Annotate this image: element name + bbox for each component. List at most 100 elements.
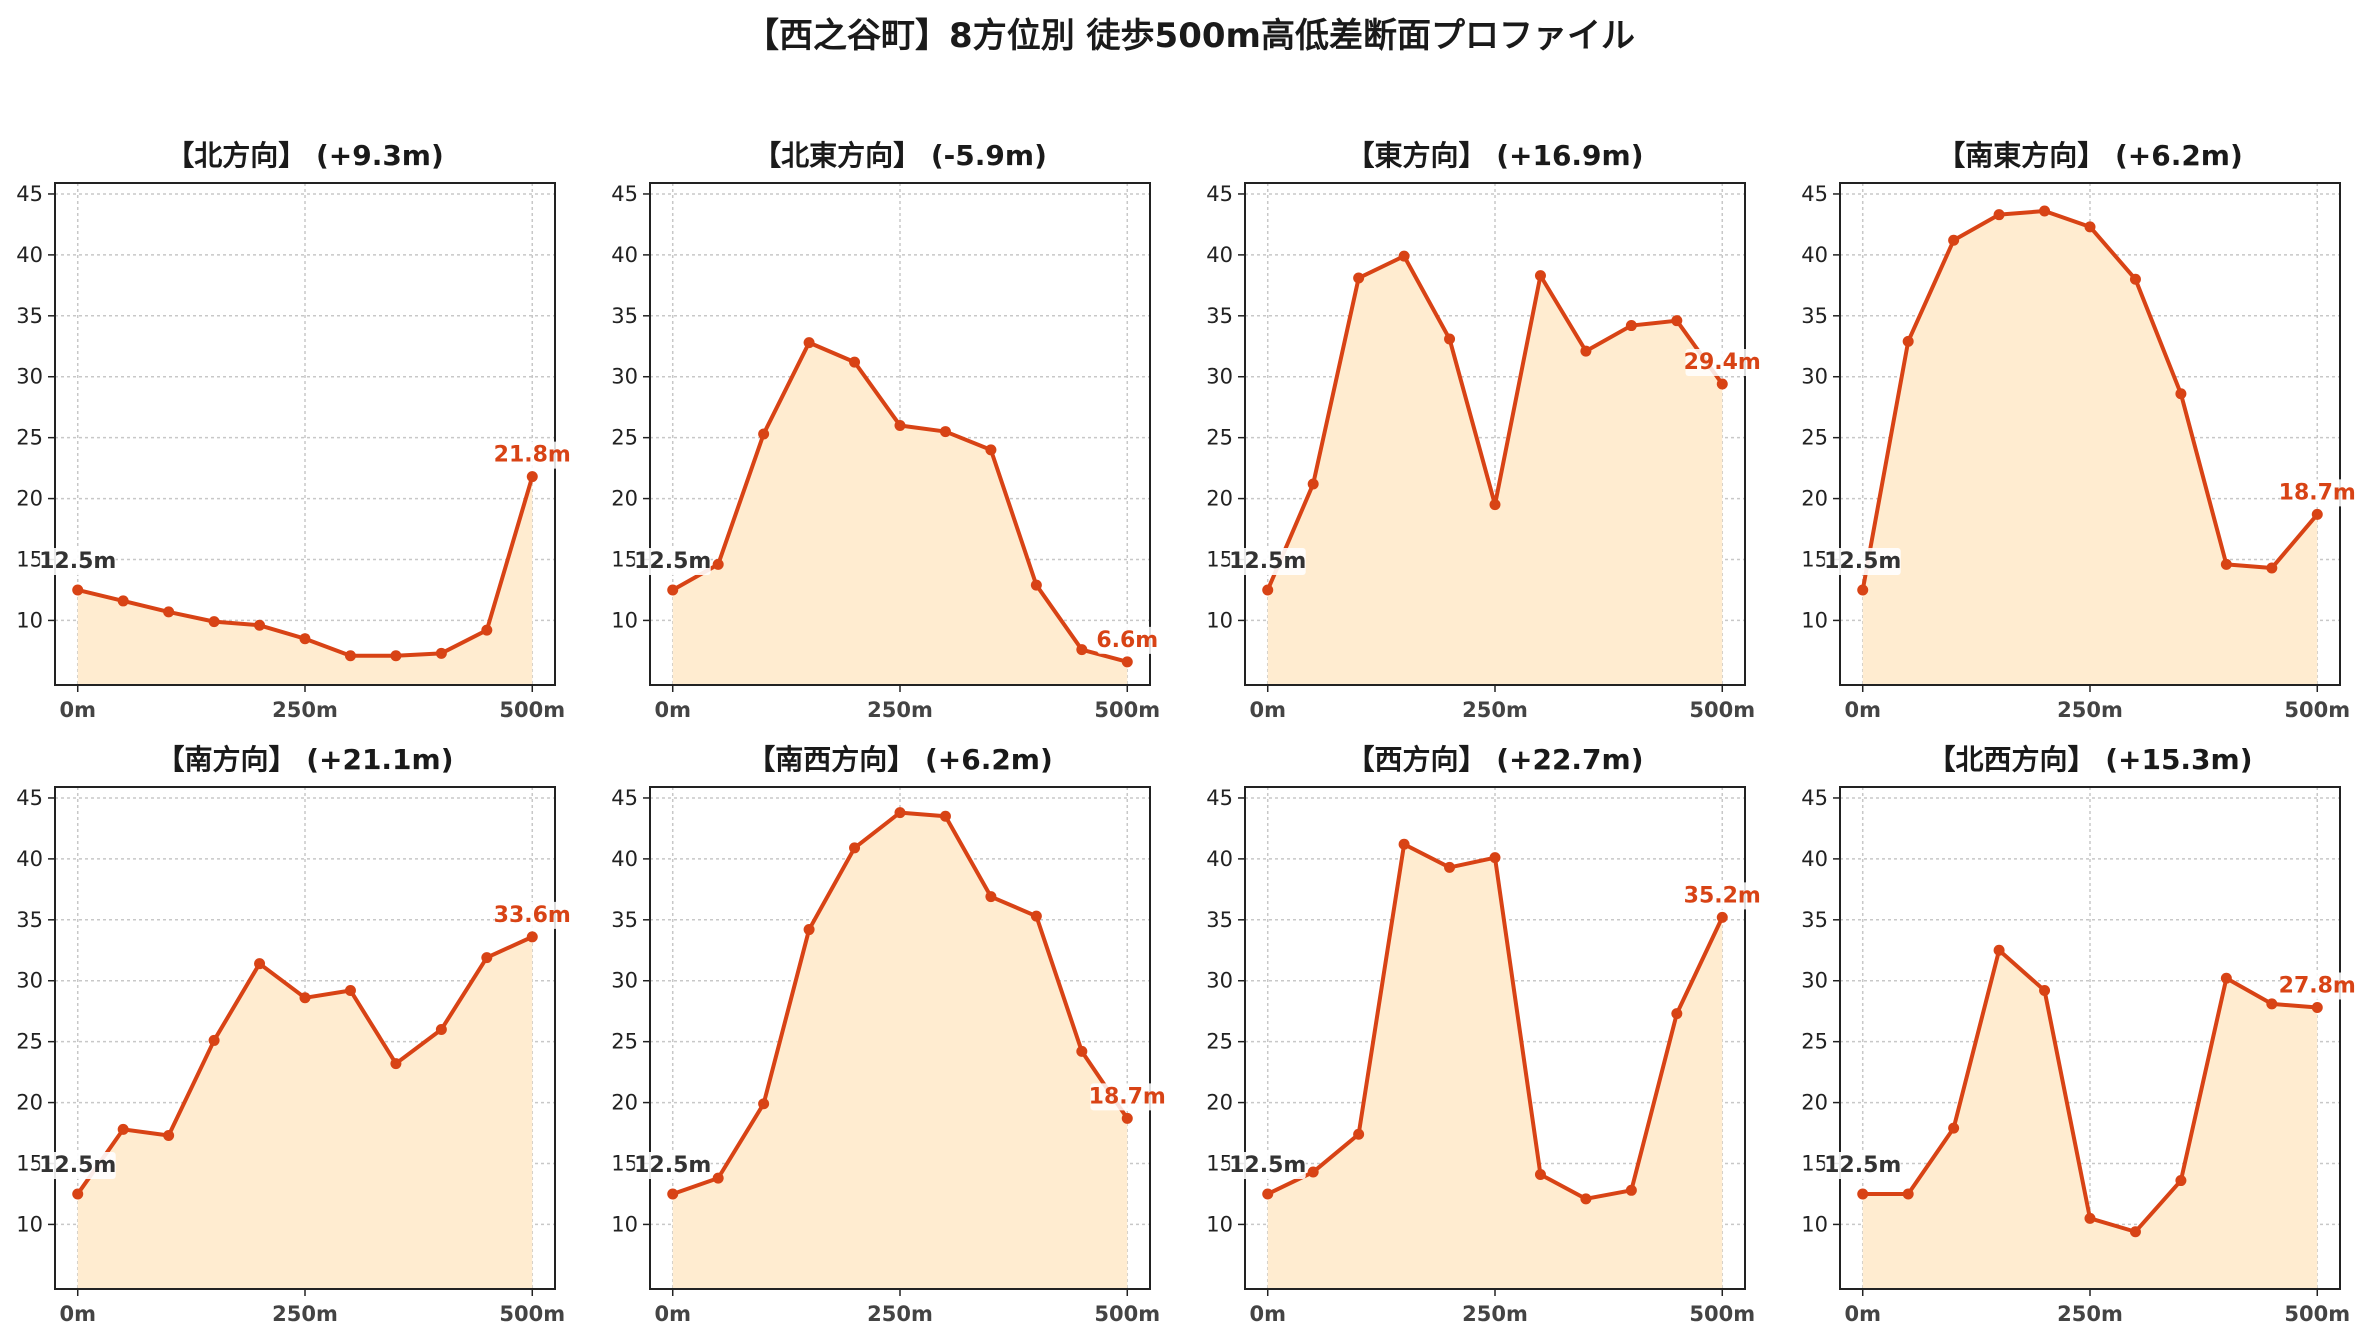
x-tick-label: 500m (1094, 698, 1160, 722)
data-point (2311, 508, 2323, 520)
profile-area (672, 342, 1128, 685)
y-tick-label: 10 (611, 1212, 638, 1236)
data-point (2175, 388, 2187, 400)
x-tick-label: 0m (1249, 698, 1286, 722)
y-tick-label: 40 (16, 847, 43, 871)
y-tick-label: 15 (1801, 1152, 1828, 1176)
end-label: 33.6m (494, 903, 571, 928)
x-tick-label: 0m (59, 698, 96, 722)
data-point (894, 419, 906, 431)
y-tick-label: 15 (16, 1152, 43, 1176)
y-tick-label: 10 (16, 608, 43, 632)
end-label: 18.7m (1089, 1084, 1166, 1109)
y-tick-label: 20 (1206, 487, 1233, 511)
data-point (526, 471, 538, 483)
data-point (1534, 1168, 1546, 1180)
x-tick-label: 500m (499, 1302, 565, 1326)
data-point (1993, 209, 2005, 221)
y-tick-label: 15 (16, 548, 43, 572)
data-point (481, 952, 493, 964)
data-point (758, 428, 770, 440)
panel-6: 【南西方向】 (+6.2m) 10 15 20 25 30 35 40 45 0m 250m 500m… (611, 743, 1166, 1326)
data-point (1948, 1122, 1960, 1134)
data-point (1671, 1008, 1683, 1020)
data-point (667, 584, 679, 596)
data-point (390, 650, 402, 662)
panel-title: 【南東方向】 (+6.2m) (1937, 139, 2243, 172)
x-tick-label: 0m (654, 1302, 691, 1326)
y-tick-label: 15 (1206, 548, 1233, 572)
panel-2: 【北東方向】 (-5.9m) 10 15 20 25 30 35 40 45 0m 250m 500m… (611, 139, 1160, 722)
x-tick-label: 250m (2057, 1302, 2123, 1326)
data-point (1444, 333, 1456, 345)
data-point (939, 426, 951, 438)
data-point (803, 924, 815, 936)
y-tick-label: 40 (1206, 243, 1233, 267)
panel-title: 【北東方向】 (-5.9m) (753, 139, 1047, 172)
y-tick-label: 25 (16, 426, 43, 450)
start-label-box (1824, 547, 1901, 575)
data-point (72, 584, 84, 596)
data-point (435, 647, 447, 659)
start-label-box (1229, 547, 1306, 575)
y-tick-label: 20 (1801, 1091, 1828, 1115)
x-tick-label: 250m (272, 1302, 338, 1326)
y-tick-label: 30 (16, 969, 43, 993)
start-label: 12.5m (1229, 1153, 1306, 1178)
data-point (1076, 644, 1088, 656)
x-tick-label: 0m (654, 698, 691, 722)
data-point (1076, 1045, 1088, 1057)
data-point (894, 807, 906, 819)
profile-area (1862, 950, 2318, 1289)
data-point (1398, 838, 1410, 850)
data-point (1489, 499, 1501, 511)
y-tick-label: 35 (1206, 908, 1233, 932)
data-point (1262, 584, 1274, 596)
data-point (2266, 998, 2278, 1010)
data-point (2129, 273, 2141, 285)
y-tick-label: 15 (611, 548, 638, 572)
y-tick-label: 30 (1206, 365, 1233, 389)
panel-8: 【北西方向】 (+15.3m) 10 15 20 25 30 35 40 45 0m 250m 500… (1801, 743, 2356, 1326)
data-point (1716, 378, 1728, 390)
data-point (1716, 911, 1728, 923)
y-tick-label: 40 (611, 847, 638, 871)
data-point (803, 337, 815, 349)
panel-title: 【北方向】 (+9.3m) (166, 139, 444, 172)
y-tick-label: 35 (611, 304, 638, 328)
x-tick-label: 250m (2057, 698, 2123, 722)
data-point (1353, 272, 1365, 284)
x-tick-label: 500m (499, 698, 565, 722)
panel-title: 【東方向】 (+16.9m) (1346, 139, 1643, 172)
profile-area (672, 812, 1128, 1289)
data-point (435, 1023, 447, 1035)
y-tick-label: 30 (611, 365, 638, 389)
y-tick-label: 45 (16, 786, 43, 810)
data-point (712, 558, 724, 570)
data-point (163, 1129, 175, 1141)
y-tick-label: 20 (16, 487, 43, 511)
x-tick-label: 250m (867, 1302, 933, 1326)
data-point (163, 606, 175, 618)
y-tick-label: 45 (1801, 786, 1828, 810)
data-point (1307, 478, 1319, 490)
data-point (526, 931, 538, 943)
y-tick-label: 30 (1801, 969, 1828, 993)
data-point (2220, 972, 2232, 984)
end-label: 29.4m (1684, 350, 1761, 375)
data-point (849, 356, 861, 368)
data-point (1489, 852, 1501, 864)
data-point (344, 984, 356, 996)
data-point (1857, 1188, 1869, 1200)
start-label: 12.5m (1824, 549, 1901, 574)
y-tick-label: 10 (16, 1212, 43, 1236)
data-point (1121, 656, 1133, 668)
x-tick-label: 250m (1462, 698, 1528, 722)
data-point (254, 619, 266, 631)
data-point (1625, 320, 1637, 332)
y-tick-label: 15 (1206, 1152, 1233, 1176)
x-tick-label: 500m (2284, 1302, 2350, 1326)
start-label: 12.5m (39, 1153, 116, 1178)
data-point (2084, 1212, 2096, 1224)
